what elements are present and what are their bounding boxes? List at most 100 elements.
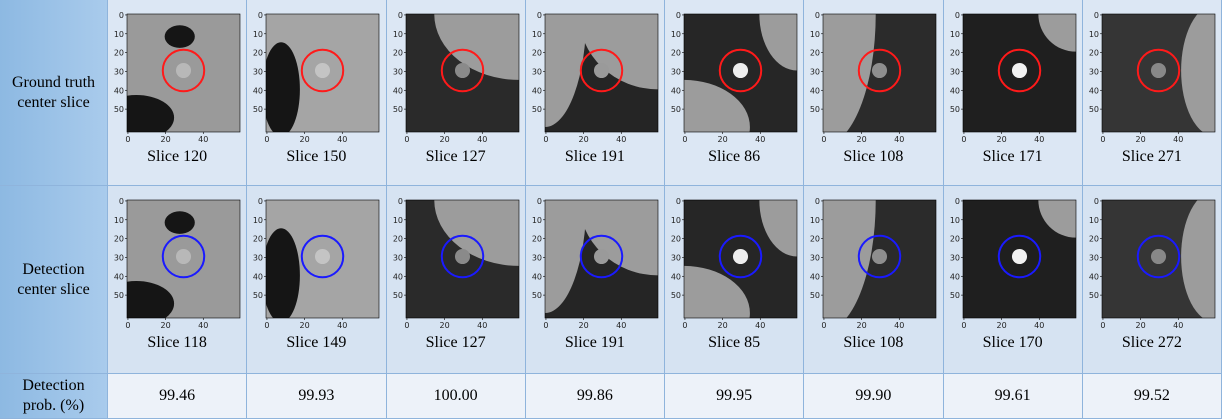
- y-tick-label: 20: [532, 235, 542, 244]
- x-tick-label: 20: [578, 321, 588, 330]
- slice-caption: Slice 170: [944, 334, 1082, 352]
- y-tick-label: 20: [671, 235, 681, 244]
- ct-image: [665, 6, 803, 156]
- x-tick-label: 0: [265, 321, 270, 330]
- y-tick-label: 40: [392, 86, 402, 95]
- slice-caption: Slice 127: [387, 334, 525, 352]
- y-tick-label: 20: [392, 49, 402, 58]
- probability: 99.46: [108, 374, 247, 419]
- image-cell: 0102030405002040Slice 170: [944, 186, 1083, 374]
- y-tick-label: 30: [253, 67, 263, 76]
- nodule: [594, 249, 609, 264]
- x-tick-label: 40: [894, 321, 904, 330]
- y-tick-label: 50: [810, 105, 820, 114]
- slice-plot: 0102030405002040: [247, 6, 385, 156]
- y-tick-label: 30: [392, 67, 402, 76]
- y-tick-label: 0: [954, 197, 959, 206]
- y-tick-label: 30: [810, 253, 820, 262]
- ct-image: [108, 200, 240, 326]
- nodule: [315, 249, 330, 264]
- x-tick-label: 40: [477, 321, 487, 330]
- y-tick-label: 10: [1089, 30, 1099, 39]
- x-tick-label: 20: [161, 135, 171, 144]
- probability: 99.93: [247, 374, 386, 419]
- y-tick-label: 10: [532, 30, 542, 39]
- y-tick-label: 10: [114, 216, 124, 225]
- y-tick-label: 30: [532, 253, 542, 262]
- y-tick-label: 0: [258, 11, 263, 20]
- y-tick-label: 10: [949, 216, 959, 225]
- slice-plot: 0102030405002040: [108, 192, 246, 342]
- x-tick-label: 0: [682, 135, 687, 144]
- slice-caption: Slice 149: [247, 334, 385, 352]
- slice-plot: 0102030405002040: [944, 192, 1082, 342]
- x-tick-label: 20: [439, 135, 449, 144]
- image-cell: 0102030405002040Slice 191: [526, 0, 665, 186]
- y-tick-label: 40: [114, 86, 124, 95]
- ct-dark-region: [165, 211, 195, 234]
- ct-image: [1102, 6, 1221, 136]
- x-tick-label: 0: [682, 321, 687, 330]
- nodule: [315, 63, 330, 78]
- x-tick-label: 20: [439, 321, 449, 330]
- nodule: [872, 63, 887, 78]
- nodule: [1151, 249, 1166, 264]
- x-tick-label: 40: [1173, 321, 1183, 330]
- x-tick-label: 20: [996, 321, 1006, 330]
- nodule: [1011, 63, 1026, 78]
- y-tick-label: 20: [114, 235, 124, 244]
- y-tick-label: 20: [1089, 235, 1099, 244]
- slice-caption: Slice 271: [1083, 148, 1221, 166]
- row-header: Detection prob. (%): [0, 374, 108, 419]
- y-tick-label: 50: [1089, 291, 1099, 300]
- slice-caption: Slice 118: [108, 334, 246, 352]
- y-tick-label: 0: [397, 197, 402, 206]
- ct-image: [262, 14, 379, 136]
- probability: 99.61: [944, 374, 1083, 419]
- y-tick-label: 10: [949, 30, 959, 39]
- y-tick-label: 20: [253, 235, 263, 244]
- x-tick-label: 0: [543, 135, 548, 144]
- y-tick-label: 10: [810, 216, 820, 225]
- y-tick-label: 40: [671, 272, 681, 281]
- x-tick-label: 40: [1034, 135, 1044, 144]
- y-tick-label: 20: [949, 49, 959, 58]
- y-tick-label: 50: [392, 105, 402, 114]
- image-cell: 0102030405002040Slice 85: [665, 186, 804, 374]
- ct-dark-region: [262, 42, 300, 136]
- x-tick-label: 40: [1173, 135, 1183, 144]
- x-tick-label: 20: [857, 321, 867, 330]
- slice-caption: Slice 272: [1083, 334, 1221, 352]
- x-tick-label: 40: [198, 321, 208, 330]
- x-tick-label: 20: [300, 321, 310, 330]
- nodule: [733, 63, 748, 78]
- y-tick-label: 40: [114, 272, 124, 281]
- image-cell: 0102030405002040Slice 150: [247, 0, 386, 186]
- row-header: Detection center slice: [0, 186, 108, 374]
- nodule: [1011, 249, 1026, 264]
- y-tick-label: 10: [671, 216, 681, 225]
- y-tick-label: 50: [671, 291, 681, 300]
- y-tick-label: 50: [253, 105, 263, 114]
- y-tick-label: 40: [810, 86, 820, 95]
- x-tick-label: 20: [161, 321, 171, 330]
- x-tick-label: 0: [125, 135, 130, 144]
- y-tick-label: 40: [949, 272, 959, 281]
- ct-image: [526, 192, 664, 318]
- image-cell: 0102030405002040Slice 149: [247, 186, 386, 374]
- y-tick-label: 50: [392, 291, 402, 300]
- y-tick-label: 0: [537, 197, 542, 206]
- row-header: Ground truth center slice: [0, 0, 108, 186]
- y-tick-label: 20: [114, 49, 124, 58]
- y-tick-label: 40: [1089, 272, 1099, 281]
- x-tick-label: 20: [578, 135, 588, 144]
- y-tick-label: 0: [815, 197, 820, 206]
- slice-plot: 0102030405002040: [1083, 6, 1221, 156]
- y-tick-label: 10: [392, 30, 402, 39]
- ct-dark-region: [262, 228, 300, 322]
- probability: 99.90: [804, 374, 943, 419]
- y-tick-label: 50: [114, 105, 124, 114]
